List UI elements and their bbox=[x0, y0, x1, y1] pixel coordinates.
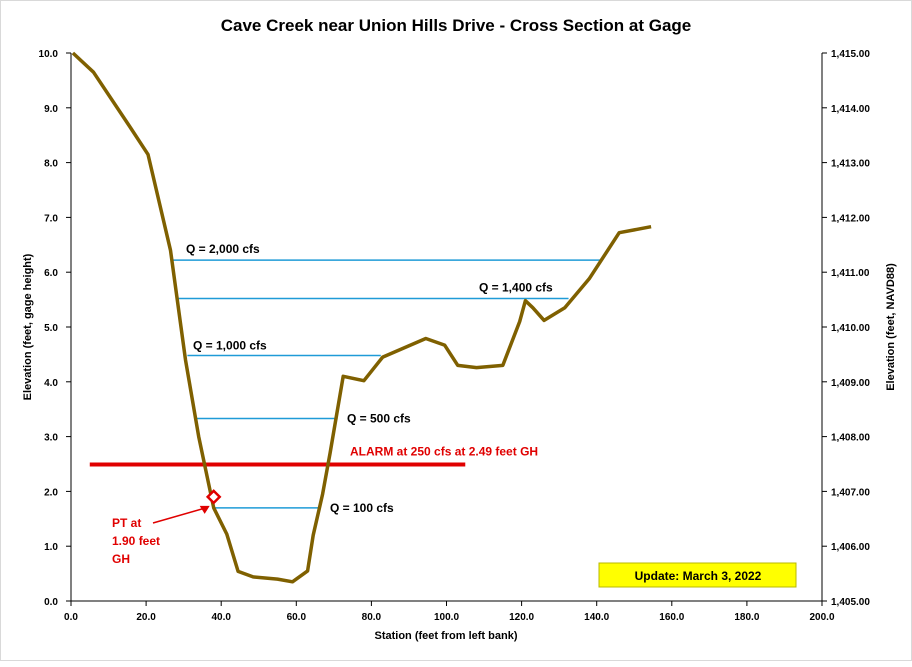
x-tick-label: 40.0 bbox=[211, 612, 231, 623]
y2-tick-label: 1,414.00 bbox=[831, 104, 870, 115]
flow-level-label: Q = 100 cfs bbox=[330, 501, 394, 515]
y2-tick-label: 1,407.00 bbox=[831, 487, 870, 498]
flow-level-label: Q = 1,400 cfs bbox=[479, 281, 553, 295]
x-tick-label: 160.0 bbox=[659, 612, 684, 623]
pt-marker bbox=[205, 489, 222, 505]
y-tick-label: 8.0 bbox=[44, 159, 58, 170]
y2-tick-label: 1,410.00 bbox=[831, 323, 870, 334]
x-tick-label: 120.0 bbox=[509, 612, 534, 623]
y2-tick-label: 1,412.00 bbox=[831, 213, 870, 224]
flow-level-label: Q = 2,000 cfs bbox=[186, 242, 260, 256]
y-tick-label: 9.0 bbox=[44, 104, 58, 115]
x-tick-label: 60.0 bbox=[287, 612, 307, 623]
pt-annotation-line: GH bbox=[112, 552, 130, 566]
cross-section-line bbox=[71, 51, 652, 584]
flow-level-label: Q = 1,000 cfs bbox=[193, 338, 267, 352]
y-tick-label: 5.0 bbox=[44, 323, 58, 334]
alarm-label: ALARM at 250 cfs at 2.49 feet GH bbox=[350, 445, 538, 459]
x-tick-label: 80.0 bbox=[362, 612, 382, 623]
flow-level-label: Q = 500 cfs bbox=[347, 412, 411, 426]
y-tick-label: 7.0 bbox=[44, 213, 58, 224]
pt-annotation-line: PT at bbox=[112, 516, 141, 530]
y-tick-label: 0.0 bbox=[44, 597, 58, 608]
y-tick-label: 6.0 bbox=[44, 268, 58, 279]
y-tick-label: 4.0 bbox=[44, 378, 58, 389]
y-axis-title: Elevation (feet, gage height) bbox=[22, 253, 34, 400]
y2-tick-label: 1,405.00 bbox=[831, 597, 870, 608]
pt-arrow-line bbox=[152, 507, 206, 524]
y2-tick-label: 1,409.00 bbox=[831, 378, 870, 389]
y2-tick-label: 1,411.00 bbox=[831, 268, 870, 279]
y2-tick-label: 1,415.00 bbox=[831, 49, 870, 60]
update-note: Update: March 3, 2022 bbox=[635, 569, 762, 583]
pt-arrow-head bbox=[199, 505, 210, 514]
y2-tick-label: 1,406.00 bbox=[831, 542, 870, 553]
x-tick-label: 0.0 bbox=[64, 612, 78, 623]
y2-axis-title: Elevation (feet, NAVD88) bbox=[885, 263, 897, 391]
update-note-box bbox=[598, 562, 797, 588]
x-tick-label: 200.0 bbox=[809, 612, 834, 623]
x-tick-label: 140.0 bbox=[584, 612, 609, 623]
y-tick-label: 3.0 bbox=[44, 433, 58, 444]
axes bbox=[70, 53, 823, 602]
y2-tick-label: 1,413.00 bbox=[831, 159, 870, 170]
y-tick-label: 2.0 bbox=[44, 487, 58, 498]
chart-title: Cave Creek near Union Hills Drive - Cros… bbox=[221, 16, 692, 35]
y-tick-label: 1.0 bbox=[44, 542, 58, 553]
x-tick-label: 180.0 bbox=[734, 612, 759, 623]
x-tick-label: 100.0 bbox=[434, 612, 459, 623]
x-tick-label: 20.0 bbox=[136, 612, 156, 623]
y2-tick-label: 1,408.00 bbox=[831, 433, 870, 444]
x-axis-title: Station (feet from left bank) bbox=[374, 630, 517, 642]
y-tick-label: 10.0 bbox=[39, 49, 59, 60]
pt-annotation-line: 1.90 feet bbox=[112, 534, 160, 548]
